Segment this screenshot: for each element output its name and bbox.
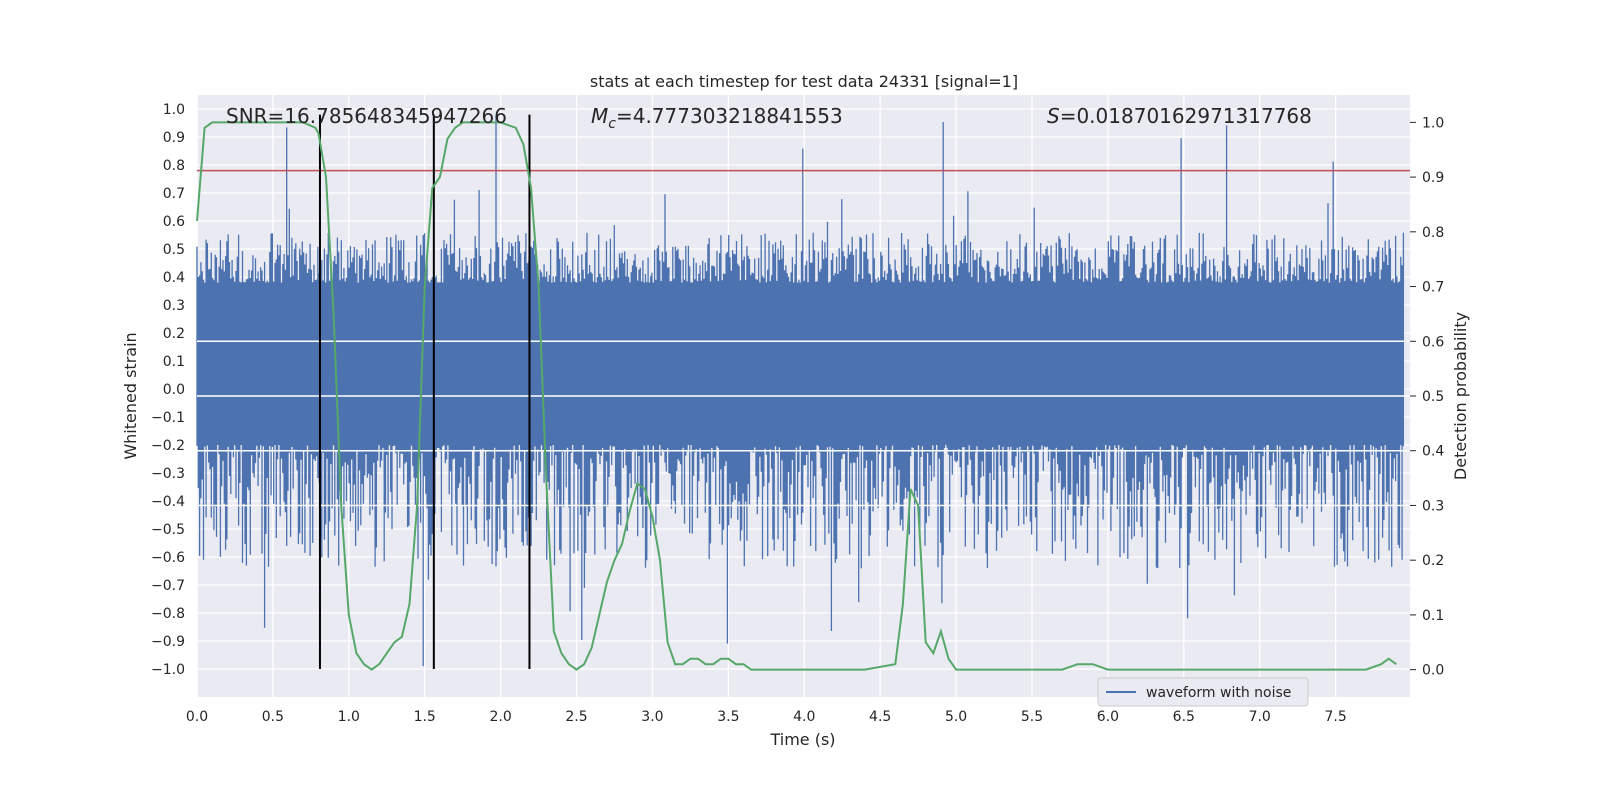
snr-annotation: SNR=16.785648345947266 bbox=[226, 104, 507, 128]
legend-box bbox=[1097, 677, 1309, 707]
x-tick-label: 5.0 bbox=[945, 709, 967, 725]
chart-title: stats at each timestep for test data 243… bbox=[590, 72, 1018, 91]
s-value: =0.01870162971317768 bbox=[1060, 104, 1312, 128]
x-tick-label: 3.5 bbox=[717, 709, 739, 725]
y-tick-label: 0.7 bbox=[163, 186, 185, 202]
y2-tick-label: 0.9 bbox=[1422, 170, 1444, 186]
x-tick-label: 4.5 bbox=[869, 709, 891, 725]
axis-ticks: 0.0 0.5 1.0 1.5 2.0 2.5 3.0 3.5 4.0 4.5 5.0 5.5 6.0 6… bbox=[151, 102, 1444, 725]
y-tick-label: −0.6 bbox=[151, 550, 185, 566]
x-tick-label: 4.0 bbox=[793, 709, 815, 725]
x-tick-label: 6.5 bbox=[1173, 709, 1195, 725]
y-tick-label: −0.5 bbox=[151, 522, 185, 538]
x-tick-label: 7.0 bbox=[1249, 709, 1271, 725]
chirp-mass-annotation: Mc=4.777303218841553 bbox=[591, 104, 843, 132]
legend-label-waveform: waveform with noise bbox=[1146, 685, 1291, 701]
x-tick-label: 6.0 bbox=[1097, 709, 1119, 725]
y-tick-label: 0.8 bbox=[163, 158, 185, 174]
y2-tick-label: 0.3 bbox=[1422, 498, 1444, 514]
y2-axis-label: Detection probability bbox=[1451, 312, 1470, 480]
x-tick-label: 5.5 bbox=[1021, 709, 1043, 725]
waveform-series bbox=[196, 115, 1410, 667]
y2-tick-label: 1.0 bbox=[1422, 115, 1444, 131]
x-tick-label: 2.0 bbox=[489, 709, 511, 725]
detection-probability-line bbox=[196, 121, 1397, 671]
y-tick-label: 0.3 bbox=[163, 298, 185, 314]
y-tick-label: −0.9 bbox=[151, 634, 185, 650]
mc-subscript: c bbox=[608, 116, 616, 132]
y-tick-label: −0.1 bbox=[151, 410, 185, 426]
x-axis-label: Time (s) bbox=[769, 730, 835, 749]
y-tick-label: −0.2 bbox=[151, 438, 185, 454]
y-axis-label: Whitened strain bbox=[121, 332, 140, 459]
mc-symbol: M bbox=[591, 104, 608, 128]
vertical-markers bbox=[318, 114, 531, 669]
y-tick-label: 0.0 bbox=[163, 382, 185, 398]
y2-tick-label: 0.8 bbox=[1422, 225, 1444, 241]
y-tick-label: −1.0 bbox=[151, 662, 185, 678]
x-tick-label: 3.0 bbox=[641, 709, 663, 725]
y2-tick-label: 0.0 bbox=[1422, 663, 1444, 679]
x-tick-label: 1.5 bbox=[414, 709, 436, 725]
y-tick-label: −0.8 bbox=[151, 606, 185, 622]
x-tick-label: 7.5 bbox=[1324, 709, 1346, 725]
y-tick-label: 0.2 bbox=[163, 326, 185, 342]
y-tick-label: 0.6 bbox=[163, 214, 185, 230]
y2-tick-label: 0.5 bbox=[1422, 389, 1444, 405]
x-tick-label: 0.0 bbox=[186, 709, 208, 725]
x-tick-label: 2.5 bbox=[565, 709, 587, 725]
y-tick-label: 1.0 bbox=[163, 102, 185, 118]
y2-tick-label: 0.6 bbox=[1422, 334, 1444, 350]
s-annotation: S=0.01870162971317768 bbox=[1047, 104, 1312, 128]
x-tick-label: 0.5 bbox=[262, 709, 284, 725]
y-tick-label: −0.3 bbox=[151, 466, 185, 482]
x-tick-label: 1.0 bbox=[338, 709, 360, 725]
y2-tick-label: 0.1 bbox=[1422, 608, 1444, 624]
y2-tick-label: 0.2 bbox=[1422, 553, 1444, 569]
mc-value: =4.777303218841553 bbox=[616, 104, 843, 128]
legend: waveform with noise bbox=[1097, 677, 1309, 707]
s-symbol: S bbox=[1047, 104, 1060, 128]
y2-tick-label: 0.4 bbox=[1422, 444, 1444, 460]
y-tick-label: 0.5 bbox=[163, 242, 185, 258]
y-tick-label: 0.9 bbox=[163, 130, 185, 146]
y-tick-label: 0.1 bbox=[163, 354, 185, 370]
y-tick-label: −0.4 bbox=[151, 494, 185, 510]
y-tick-label: 0.4 bbox=[163, 270, 185, 286]
y-tick-label: −0.7 bbox=[151, 578, 185, 594]
waveform-trace bbox=[196, 115, 1405, 667]
y2-tick-label: 0.7 bbox=[1422, 280, 1444, 296]
